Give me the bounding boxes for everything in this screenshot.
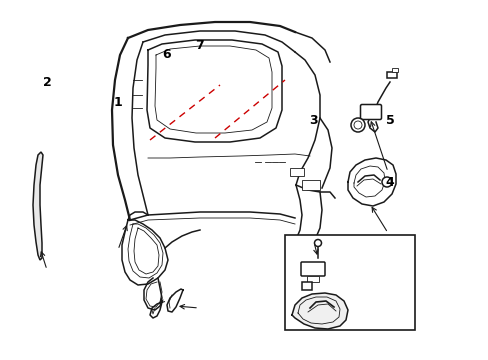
Bar: [285, 235, 414, 330]
Text: 4: 4: [385, 176, 393, 189]
Circle shape: [353, 121, 361, 129]
Text: 5: 5: [385, 113, 393, 126]
Polygon shape: [33, 152, 43, 260]
Text: 1: 1: [113, 95, 122, 108]
Bar: [302, 282, 311, 290]
Circle shape: [381, 177, 391, 187]
Bar: [391, 68, 397, 72]
Text: 6: 6: [163, 48, 171, 60]
Bar: [289, 168, 304, 176]
Bar: [302, 180, 319, 190]
Bar: [306, 276, 318, 282]
Text: 2: 2: [42, 76, 51, 89]
Polygon shape: [291, 293, 347, 329]
Text: 7: 7: [195, 39, 204, 51]
FancyBboxPatch shape: [360, 104, 381, 120]
Text: 3: 3: [309, 113, 318, 126]
Circle shape: [314, 239, 321, 247]
FancyBboxPatch shape: [301, 262, 325, 276]
Circle shape: [350, 118, 364, 132]
Polygon shape: [347, 158, 395, 206]
Bar: [386, 72, 396, 78]
